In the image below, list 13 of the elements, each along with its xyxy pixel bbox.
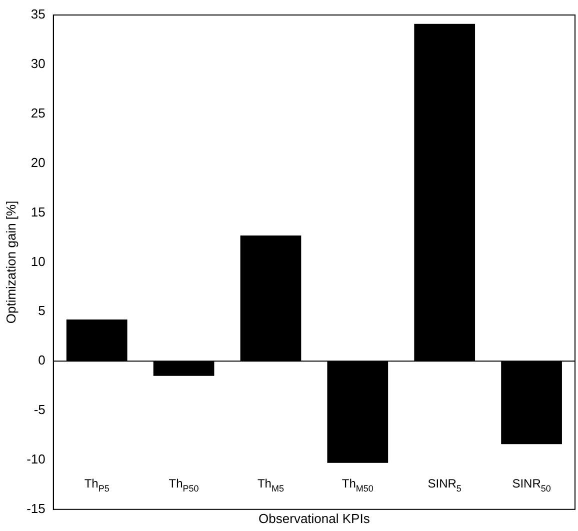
y-tick-label: 30 — [30, 56, 46, 72]
y-tick-label: -5 — [34, 402, 46, 418]
y-tick-label: 5 — [38, 303, 46, 318]
y-tick-label: 25 — [30, 105, 46, 120]
y-tick-label: 35 — [30, 6, 46, 22]
y-tick-label: 20 — [30, 154, 46, 170]
y-tick-label: 10 — [30, 254, 46, 269]
y-tick-label: 15 — [30, 204, 46, 220]
y-tick-label: -15 — [26, 500, 46, 516]
y-axis-title: Optimization gain [%] — [3, 200, 18, 324]
x-axis-title: Observational KPIs — [258, 510, 370, 526]
y-tick-label: 0 — [38, 352, 46, 368]
y-tick-label: -10 — [26, 452, 46, 467]
